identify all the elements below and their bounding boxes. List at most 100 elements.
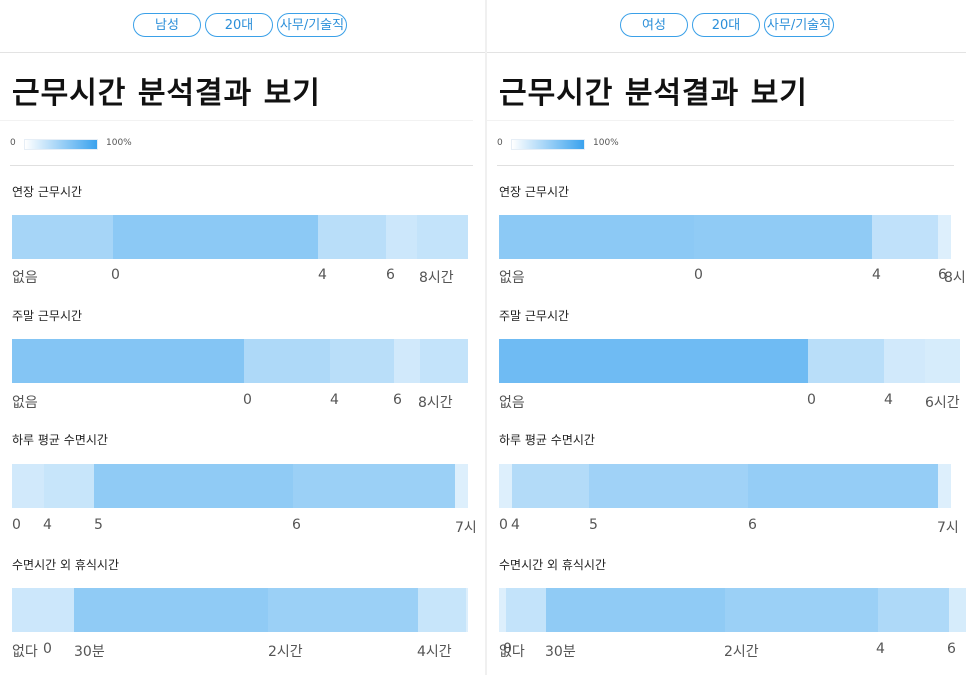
sleep-seg-6-7 — [748, 464, 938, 508]
title-divider — [0, 120, 473, 121]
rest-bar — [499, 588, 966, 632]
weekend-seg-none — [499, 339, 808, 383]
job-tag[interactable]: 사무/기술직 — [277, 13, 347, 37]
job-tag[interactable]: 사무/기술직 — [764, 13, 834, 37]
tick: 4 — [872, 267, 881, 283]
overtime-axis: 없음 0 4 6 8시 — [499, 267, 966, 287]
tick: 4 — [511, 517, 520, 533]
tick: 4 — [43, 517, 52, 533]
tick: 4 — [330, 392, 339, 408]
rest-seg-2h-4h — [725, 588, 878, 632]
rest-axis: 없다 0 30분 2시간 4시간 — [12, 641, 468, 661]
tick: 6 — [393, 392, 402, 408]
tick: 0 — [243, 392, 252, 408]
overtime-seg-8plus — [417, 215, 468, 259]
legend-gradient — [24, 139, 98, 150]
tick: 6 — [938, 267, 947, 283]
weekend-seg-none — [12, 339, 244, 383]
weekend-seg-4-6 — [330, 339, 394, 383]
tick: 없다 — [499, 644, 525, 660]
sleep-seg-5-6 — [589, 464, 748, 508]
overtime-bar — [12, 215, 468, 259]
legend-min: 0 — [497, 138, 503, 148]
tick: 0 — [503, 641, 512, 657]
weekend-seg-6-8 — [394, 339, 420, 383]
sleep-axis: 0 4 5 6 7시 — [12, 517, 477, 537]
tick: 7시 — [937, 520, 959, 536]
legend-gradient — [511, 139, 585, 150]
tick: 4 — [876, 641, 885, 657]
rest-bar — [12, 588, 468, 632]
tick: 없음 — [12, 395, 38, 411]
male-panel: 남성 20대 사무/기술직 근무시간 분석결과 보기 0 100% 연장 근무시… — [0, 13, 485, 661]
overtime-seg-0-4 — [113, 215, 318, 259]
rest-seg-4h-6h — [878, 588, 949, 632]
tick: 0 — [43, 641, 52, 657]
rest-label: 수면시간 외 휴식시간 — [499, 558, 606, 572]
sleep-seg-0-4 — [499, 464, 512, 508]
tick: 0 — [694, 267, 703, 283]
overtime-seg-6-8 — [386, 215, 417, 259]
age-tag[interactable]: 20대 — [692, 13, 760, 37]
tick: 6시간 — [925, 395, 960, 411]
legend-min: 0 — [10, 138, 16, 148]
rest-seg-0-30m — [74, 588, 268, 632]
sleep-bar — [12, 464, 468, 508]
weekend-axis: 없음 0 4 6시간 — [499, 392, 966, 412]
tick: 4시간 — [417, 644, 452, 660]
sleep-seg-4-5 — [512, 464, 589, 508]
overtime-seg-none — [12, 215, 113, 259]
legend-max: 100% — [593, 138, 619, 148]
tick: 0 — [111, 267, 120, 283]
overtime-seg-4-6 — [318, 215, 386, 259]
sleep-bar — [499, 464, 966, 508]
sleep-seg-6-7 — [293, 464, 455, 508]
header-divider — [487, 52, 966, 53]
rest-seg-0-30m — [506, 588, 546, 632]
rest-seg-none — [12, 588, 74, 632]
tick: 0 — [12, 517, 21, 533]
page-title: 근무시간 분석결과 보기 — [499, 76, 808, 111]
weekend-seg-4-6 — [884, 339, 925, 383]
legend-divider — [497, 165, 954, 166]
rest-axis: 없다 0 30분 2시간 4 6 — [499, 641, 966, 661]
tick: 8시 — [944, 270, 966, 286]
tick: 8시간 — [419, 270, 454, 286]
tick: 0 — [499, 517, 508, 533]
weekend-seg-8plus — [420, 339, 468, 383]
tick: 6 — [748, 517, 757, 533]
overtime-axis: 없음 0 4 6 8시간 — [12, 267, 468, 287]
page-title: 근무시간 분석결과 보기 — [12, 76, 321, 111]
weekend-seg-0-4 — [808, 339, 884, 383]
title-divider — [487, 120, 954, 121]
tick: 6 — [386, 267, 395, 283]
tick: 5 — [589, 517, 598, 533]
legend-divider — [10, 165, 473, 166]
age-tag[interactable]: 20대 — [205, 13, 273, 37]
tick: 2시간 — [724, 644, 759, 660]
weekend-label: 주말 근무시간 — [12, 309, 83, 323]
weekend-bar — [499, 339, 966, 383]
sleep-seg-5-6 — [94, 464, 293, 508]
rest-seg-none — [499, 588, 506, 632]
tick: 없음 — [12, 270, 38, 286]
rest-seg-30m-2h — [268, 588, 418, 632]
overtime-label: 연장 근무시간 — [12, 185, 83, 199]
overtime-seg-0-4 — [694, 215, 872, 259]
tick: 6 — [292, 517, 301, 533]
rest-seg-30m-2h — [546, 588, 725, 632]
tick: 4 — [884, 392, 893, 408]
tick: 4 — [318, 267, 327, 283]
tick: 없음 — [499, 270, 525, 286]
sleep-seg-7plus — [455, 464, 468, 508]
gender-tag[interactable]: 남성 — [133, 13, 201, 37]
sleep-seg-4-5 — [44, 464, 94, 508]
tick: 0 — [807, 392, 816, 408]
filter-tags: 남성 20대 사무/기술직 — [0, 13, 485, 39]
gender-tag[interactable]: 여성 — [620, 13, 688, 37]
overtime-label: 연장 근무시간 — [499, 185, 570, 199]
tick: 없음 — [499, 395, 525, 411]
weekend-axis: 없음 0 4 6 8시간 — [12, 392, 468, 412]
overtime-seg-none — [499, 215, 694, 259]
sleep-seg-0-4 — [12, 464, 44, 508]
